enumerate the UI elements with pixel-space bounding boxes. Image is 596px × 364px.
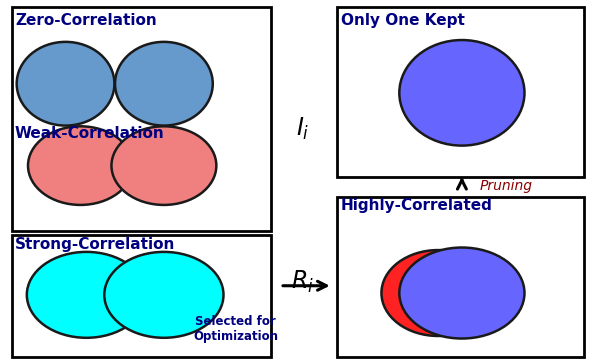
Text: Highly-Correlated: Highly-Correlated	[341, 198, 493, 213]
Ellipse shape	[104, 252, 224, 338]
Ellipse shape	[28, 126, 133, 205]
Bar	[12, 235, 271, 357]
Text: $R_i$: $R_i$	[291, 269, 314, 295]
Bar	[337, 7, 584, 177]
Ellipse shape	[115, 42, 213, 126]
Bar	[337, 197, 584, 357]
Text: Strong-Correlation: Strong-Correlation	[15, 237, 175, 252]
Ellipse shape	[399, 248, 524, 339]
Ellipse shape	[27, 252, 146, 338]
Text: Zero-Correlation: Zero-Correlation	[15, 13, 157, 28]
Text: Only One Kept: Only One Kept	[341, 13, 465, 28]
Text: Pruning: Pruning	[480, 179, 533, 193]
Ellipse shape	[381, 250, 495, 336]
Ellipse shape	[399, 40, 524, 146]
Ellipse shape	[111, 126, 216, 205]
Text: Weak-Correlation: Weak-Correlation	[15, 126, 164, 141]
Text: $I_i$: $I_i$	[296, 116, 309, 142]
Ellipse shape	[17, 42, 114, 126]
Bar	[12, 7, 271, 231]
Text: Selected for
Optimization: Selected for Optimization	[193, 316, 278, 343]
